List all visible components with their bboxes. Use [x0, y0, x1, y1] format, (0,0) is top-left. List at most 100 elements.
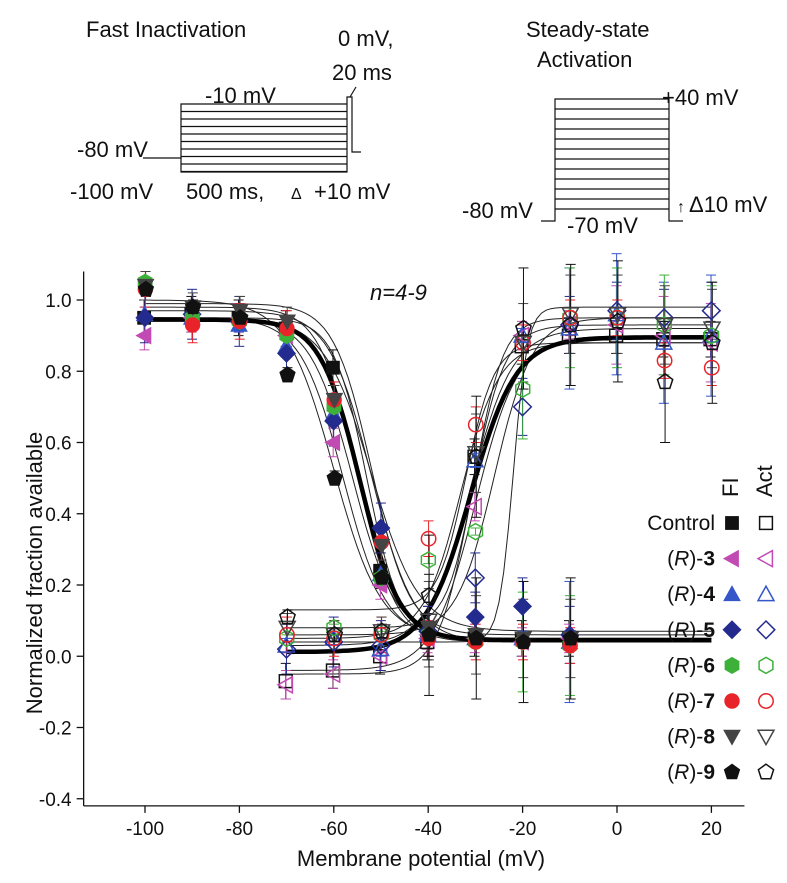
y-axis-ticks: -0.4 -0.2 0.0 0.2 0.4 0.6 0.8 1.0 [39, 291, 84, 811]
legend-label-part: )- [689, 548, 703, 571]
x-tick-label: -100 [126, 819, 164, 840]
legend-label-part: ( [667, 548, 674, 571]
act-data-point [419, 613, 439, 631]
act-data-point [465, 497, 482, 516]
legend-label: (R)-5 [667, 619, 715, 642]
legend-fi-marker [723, 585, 741, 602]
legend: FI Act Control(R)-3(R)-4(R)-5(R)-6(R)-7(… [647, 465, 777, 784]
act-data-point [277, 620, 297, 638]
act-top-label: +40 mV [662, 85, 739, 110]
fi-data-point [515, 633, 532, 649]
legend-act-marker [758, 693, 774, 709]
y-axis-title: Normalized fraction available [22, 432, 47, 714]
legend-act-marker [756, 549, 774, 568]
act-data-point [703, 326, 720, 345]
legend-col-fi: FI [718, 477, 743, 497]
fi-delta-symbol: Δ [291, 186, 302, 203]
fi-data-point [372, 538, 391, 555]
y-tick-label: 0.8 [45, 362, 71, 383]
legend-label-part: )- [689, 654, 703, 677]
fi-data-point [326, 469, 343, 486]
act-data-point [325, 627, 344, 645]
act-data-point [279, 626, 295, 643]
act-bottom-label: -70 mV [567, 213, 638, 238]
legend-label-part: R [674, 548, 689, 571]
act-data-point [515, 380, 531, 398]
fast-inactivation-protocol: Fast Inactivation -10 mV 0 mV, 20 ms -80… [70, 17, 393, 204]
act-data-point [326, 630, 343, 647]
legend-fi-marker [725, 516, 739, 530]
act-data-point [656, 352, 673, 369]
fi-data-point [184, 317, 201, 333]
act-data-point [373, 626, 390, 643]
fi-data-point [420, 626, 438, 642]
legend-label-part: 7 [703, 690, 715, 713]
fi-data-point [184, 298, 202, 315]
data-points [135, 273, 722, 695]
y-tick-label: 0.6 [45, 434, 71, 455]
legend-label-part: 3 [703, 548, 715, 571]
legend-row: (R)-5 [667, 619, 776, 642]
legend-fi-marker [722, 620, 742, 640]
fi-pulse-label-1: 0 mV, [338, 26, 393, 51]
n-annotation: n=4-9 [370, 280, 427, 305]
legend-label-part: )- [689, 583, 703, 606]
legend-fi-marker [724, 656, 740, 674]
act-holding-label: -80 mV [462, 198, 533, 223]
y-tick-label: 0.0 [45, 647, 71, 668]
legend-row: (R)-6 [667, 654, 774, 677]
act-data-point [609, 312, 627, 329]
legend-act-marker [757, 763, 775, 780]
activation-protocol: Steady-state Activation +40 mV -80 mV -7… [462, 17, 768, 238]
act-data-point [420, 586, 438, 603]
fi-data-point [326, 360, 340, 375]
legend-act-marker [756, 619, 776, 640]
act-data-point [608, 307, 627, 324]
act-data-point [466, 446, 486, 463]
y-tick-label: 0.4 [45, 505, 72, 526]
fi-data-point [324, 411, 344, 431]
legend-label-part: R [674, 761, 689, 784]
fi-protocol-title: Fast Inactivation [86, 17, 246, 42]
x-axis-title: Membrane potential (mV) [297, 846, 545, 871]
plot-area: -100 -80 -60 -40 -20 0 20 -0.4 -0.2 0.0 0.2 0.4 0.6… [22, 253, 745, 871]
legend-label-part: R [674, 583, 689, 606]
x-tick-label: -20 [509, 819, 536, 840]
legend-row: (R)-3 [667, 548, 774, 571]
legend-label-part: )- [689, 761, 703, 784]
legend-label-part: R [674, 654, 689, 677]
series-act-fit [286, 306, 712, 643]
act-data-point [702, 321, 722, 339]
legend-act-marker [756, 584, 776, 602]
act-data-point [703, 333, 721, 350]
act-data-point [467, 522, 484, 541]
series-act-fit [286, 328, 712, 646]
fi-test-pulse [346, 96, 361, 153]
act-data-point [276, 639, 297, 659]
act-data-point [513, 335, 533, 353]
legend-row: (R)-9 [667, 761, 775, 784]
act-data-point [465, 568, 486, 588]
act-data-point [373, 622, 391, 639]
act-data-point [279, 608, 296, 625]
act-data-point [326, 625, 344, 643]
series-act-fit [286, 342, 712, 611]
act-protocol-title-1: Steady-state [526, 17, 650, 42]
fi-holding-label: -80 mV [77, 137, 148, 162]
fi-step-label: +10 mV [314, 179, 391, 204]
legend-label: (R)-9 [667, 761, 715, 784]
legend-label: (R)-3 [667, 548, 715, 571]
act-arrow: ↑ [677, 199, 685, 216]
fi-data-point [276, 343, 297, 363]
fi-trace-outline [143, 103, 347, 159]
fi-data-point [512, 596, 533, 616]
fi-pulse-label-2: 20 ms [332, 60, 392, 85]
legend-label-part: ( [667, 583, 674, 606]
series-act-fit [286, 342, 712, 639]
act-data-point [420, 530, 437, 547]
act-data-point [371, 635, 391, 656]
y-tick-label: -0.2 [39, 719, 72, 740]
act-data-point [562, 315, 580, 333]
act-data-point [372, 624, 391, 641]
act-data-point [371, 639, 390, 657]
